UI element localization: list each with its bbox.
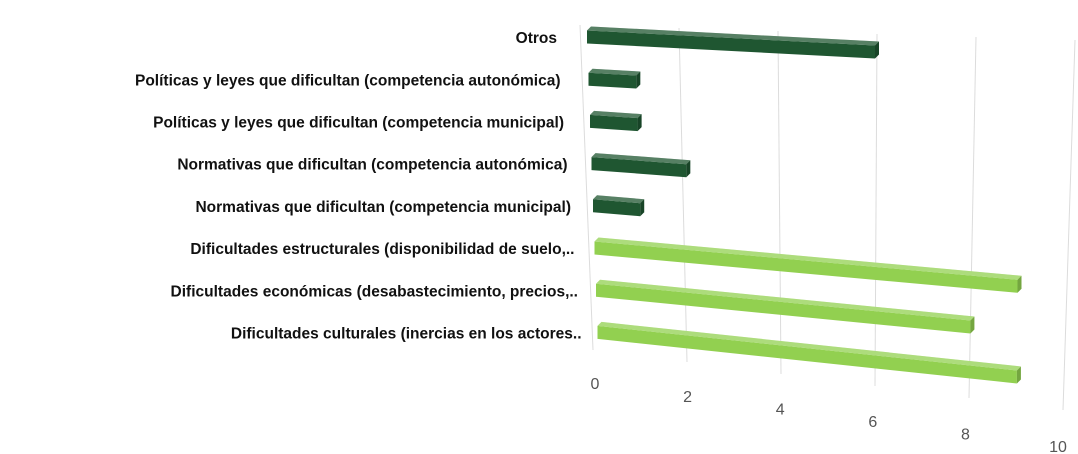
bar-top	[596, 279, 975, 321]
bar-end-shade	[640, 199, 645, 217]
bar-end-shade	[636, 71, 641, 89]
bar-front	[591, 157, 687, 178]
bar	[596, 279, 975, 334]
bar-front	[587, 30, 875, 59]
grid-line	[579, 24, 594, 351]
grid-line	[777, 30, 782, 375]
category-label: Normativas que dificultan (competencia m…	[195, 199, 571, 216]
bar-end	[640, 199, 645, 217]
category-label: Dificultades económicas (desabastecimien…	[171, 283, 578, 300]
x-tick-label: 0	[591, 376, 600, 393]
bar-end-shade	[1016, 366, 1021, 384]
category-label: Políticas y leyes que dificultan (compet…	[153, 114, 564, 131]
bar-end	[637, 114, 642, 132]
bar-end-shade	[1017, 275, 1022, 293]
category-label: Políticas y leyes que dificultan (compet…	[135, 72, 561, 89]
bar-top	[588, 68, 641, 76]
bar-top-shade	[597, 321, 1021, 371]
grid-line	[968, 36, 977, 399]
bar-top-shade	[593, 195, 645, 204]
bar-top-shade	[588, 68, 641, 76]
bar	[587, 26, 879, 59]
grid-line	[1062, 39, 1076, 411]
bar-end	[1016, 366, 1021, 384]
bar-top	[591, 153, 691, 165]
bar-end	[875, 41, 879, 59]
x-tick-label: 8	[961, 427, 970, 444]
bar-top	[587, 26, 879, 46]
grid-line	[678, 27, 688, 363]
bar-front	[597, 325, 1017, 384]
bar-end	[1017, 275, 1022, 293]
category-label: Dificultades culturales (inercias en los…	[231, 325, 582, 342]
bar-front	[593, 199, 641, 217]
bar	[588, 68, 641, 89]
bar-end-shade	[686, 160, 691, 178]
bar-end	[970, 316, 975, 334]
category-label: Otros	[516, 30, 557, 47]
bar	[590, 110, 642, 132]
bar-end-shade	[875, 41, 879, 59]
bar	[597, 321, 1021, 384]
x-tick-label: 4	[776, 401, 785, 418]
bar-front	[596, 283, 971, 334]
bar-end	[686, 160, 691, 178]
bar	[594, 237, 1022, 293]
bar	[593, 195, 645, 217]
bar-front	[590, 114, 638, 132]
bar-top-shade	[587, 26, 879, 46]
bar-top	[590, 110, 642, 119]
x-tick-label: 10	[1049, 439, 1067, 454]
bar-top	[594, 237, 1022, 280]
category-label: Normativas que dificultan (competencia a…	[177, 157, 567, 174]
bar-end	[636, 71, 641, 89]
x-tick-label: 2	[683, 389, 692, 406]
bar-front	[594, 241, 1018, 293]
bar-top-shade	[594, 237, 1022, 280]
bar-top	[597, 321, 1021, 371]
bar-top-shade	[591, 153, 691, 165]
bar-top-shade	[596, 279, 975, 321]
bar	[591, 153, 691, 178]
x-tick-label: 6	[868, 414, 877, 431]
bar-front	[588, 72, 637, 89]
bar-top	[593, 195, 645, 204]
bar-end-shade	[637, 114, 642, 132]
grid-line	[874, 33, 878, 387]
bar-end-shade	[970, 316, 975, 334]
bar-top-shade	[590, 110, 642, 119]
category-label: Dificultades estructurales (disponibilid…	[190, 241, 574, 258]
